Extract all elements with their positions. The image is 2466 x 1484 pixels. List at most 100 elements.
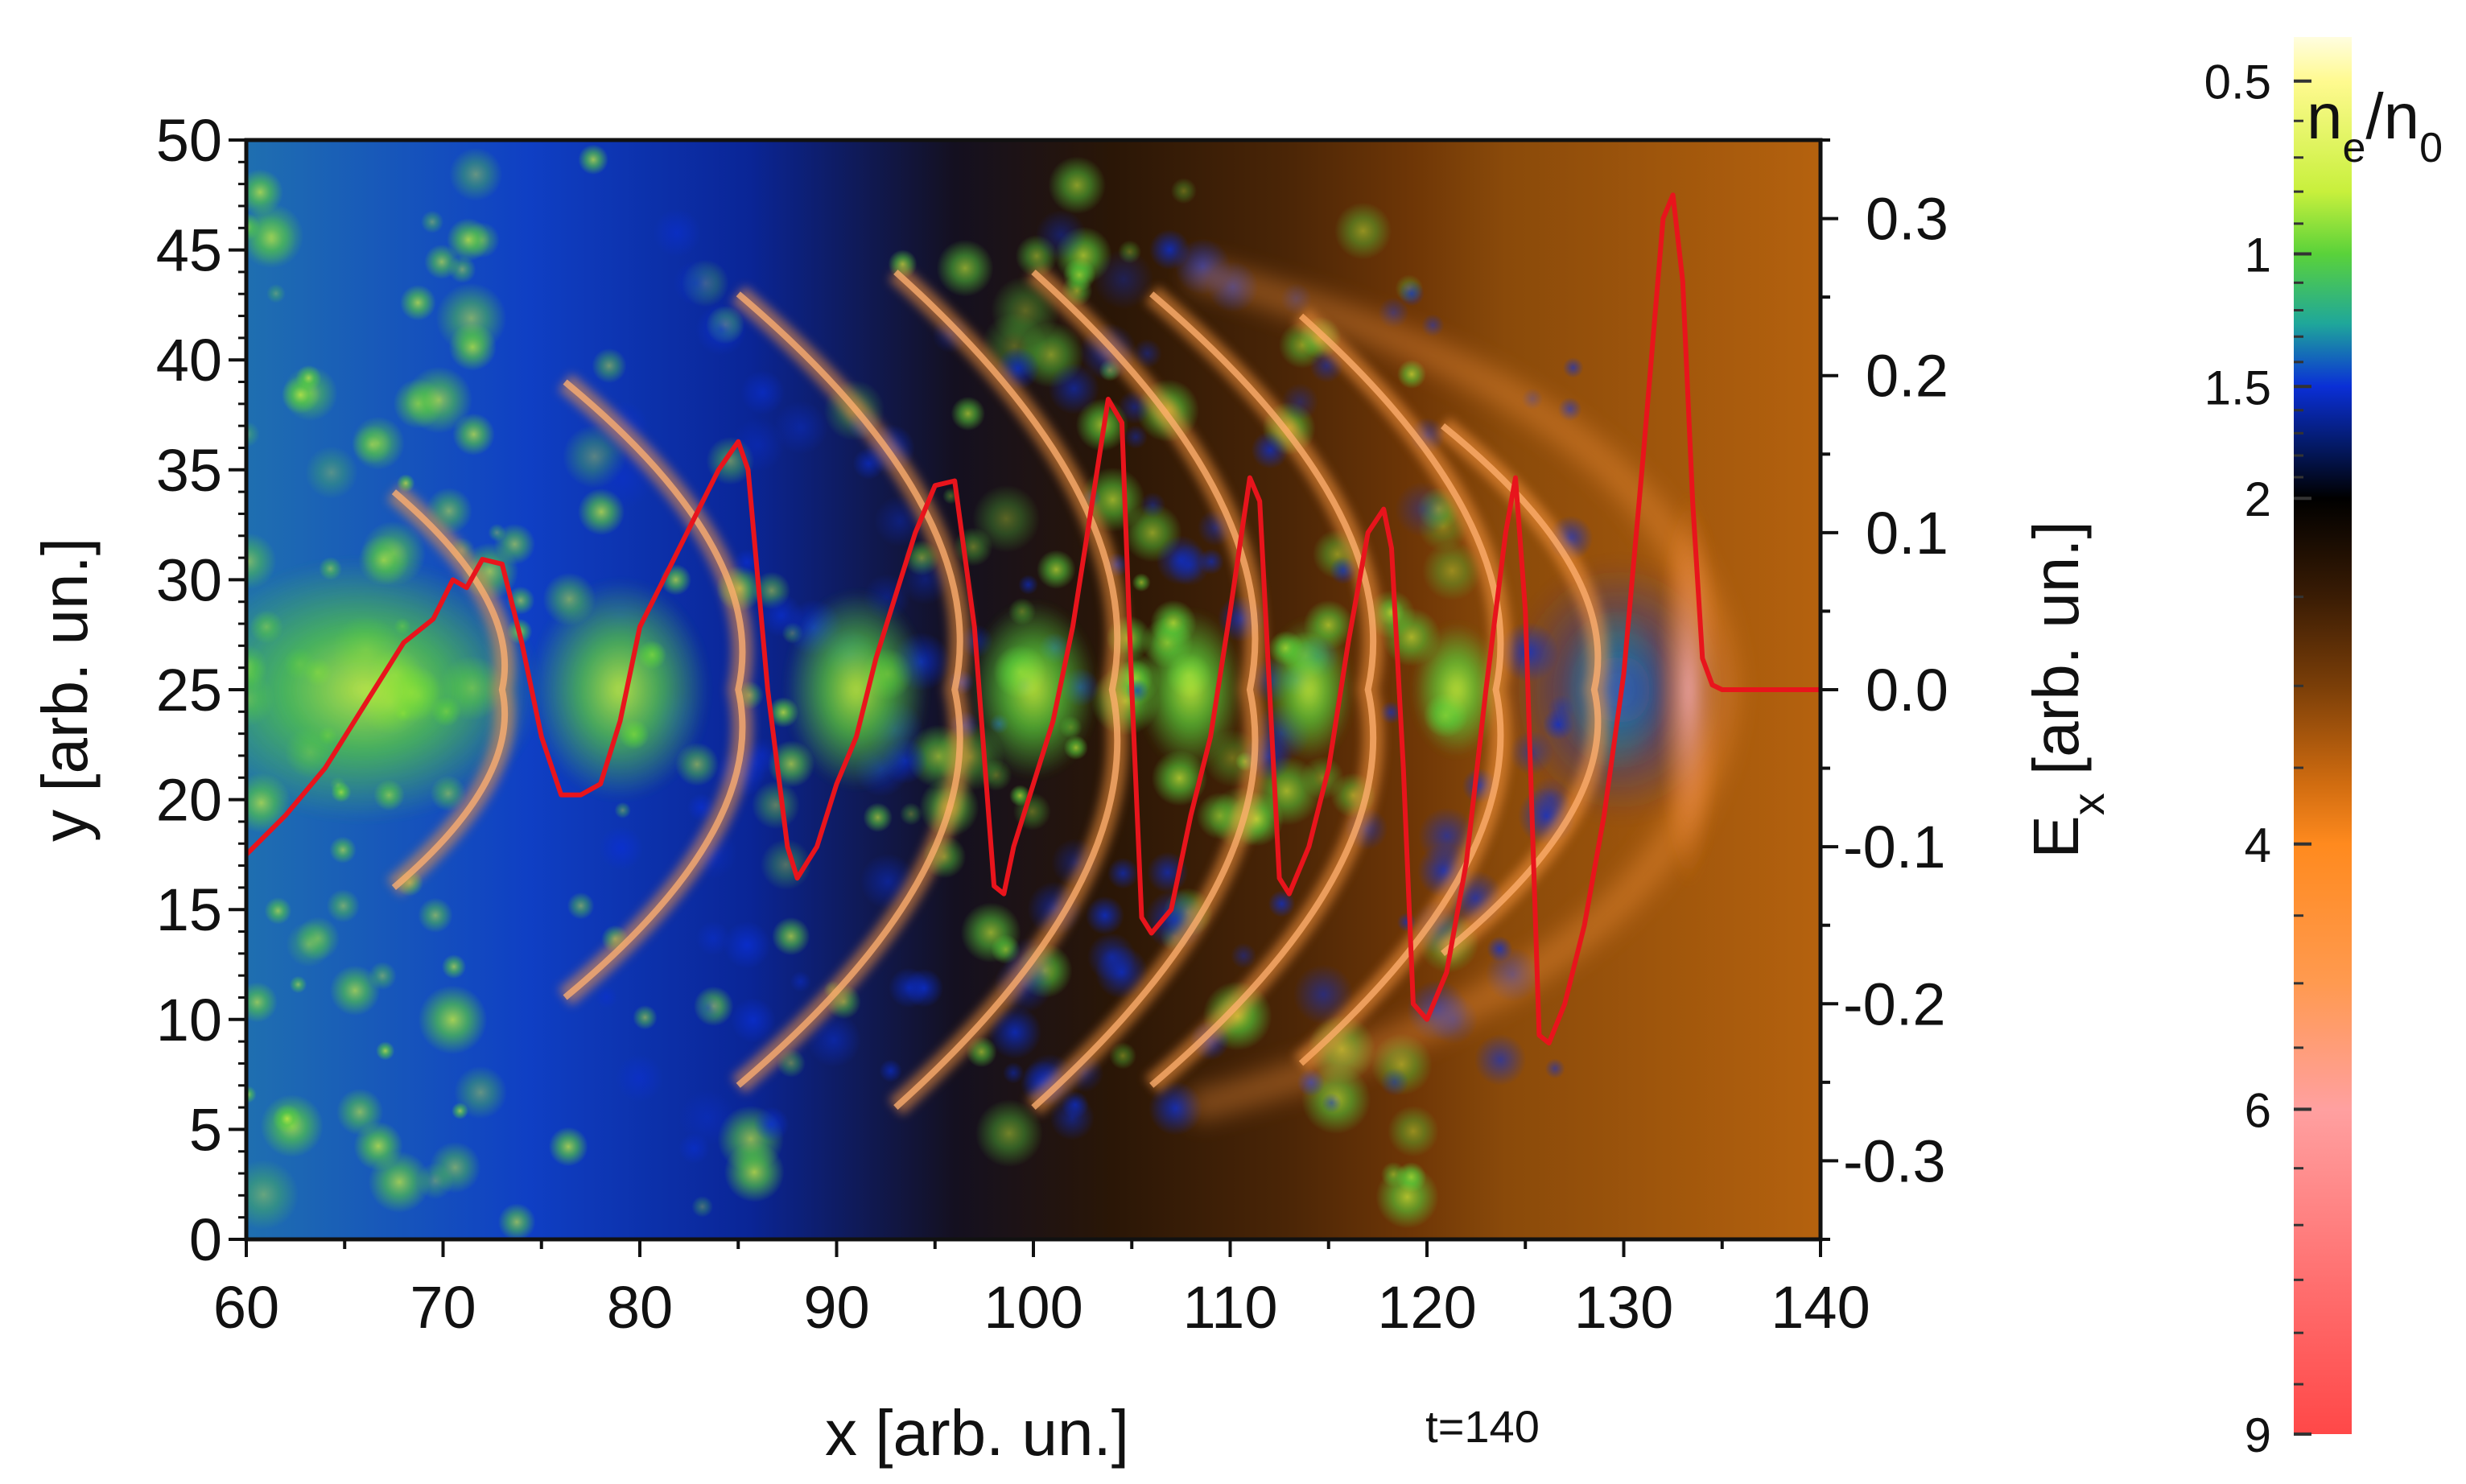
density-speckle: [272, 1104, 302, 1134]
density-speckle: [376, 1041, 395, 1061]
x-tick-label: 110: [1183, 1274, 1278, 1341]
x-tick-label: 140: [1771, 1274, 1870, 1341]
density-speckle: [399, 284, 436, 321]
density-speckle: [246, 1086, 257, 1103]
density-speckle: [368, 1151, 431, 1214]
y2-axis-title-rest: [arb. un.]: [2020, 521, 2092, 793]
density-cavity: [730, 997, 776, 1043]
colorbar-title-sub-0: 0: [2419, 125, 2443, 171]
density-cavity: [1107, 857, 1139, 889]
density-cavity: [1085, 896, 1124, 935]
density-speckle: [1009, 785, 1031, 807]
density-speckle: [951, 396, 986, 431]
density-cavity: [695, 995, 721, 1021]
density-cavity: [988, 1005, 1042, 1059]
density-speckle: [1132, 573, 1151, 592]
density-cavity: [1268, 890, 1296, 917]
y-axis-title: y [arb. un.]: [29, 538, 101, 842]
colorbar: 0.5 1 1.5 2 4 6 9 ne/n0: [2204, 37, 2443, 1462]
density-heatmap: [246, 140, 1821, 1239]
density-cavity: [673, 260, 719, 306]
density-cavity: [1140, 492, 1166, 518]
y2-tick-label: -0.2: [1843, 971, 1946, 1037]
density-cavity: [678, 1132, 710, 1165]
bubble-core: [970, 601, 1097, 778]
density-speckle: [448, 255, 476, 283]
density-cavity: [1036, 209, 1087, 261]
density-speckle: [329, 836, 357, 864]
wake-arc-core: [1031, 269, 1259, 1111]
density-cavity: [653, 208, 702, 258]
density-cavity: [1379, 701, 1403, 724]
colorbar-tick-label: 4: [2245, 818, 2271, 872]
density-cavity: [1018, 575, 1038, 595]
density-speckle: [497, 1203, 536, 1239]
density-speckle: [975, 1099, 1043, 1168]
density-speckle: [447, 218, 490, 262]
density-speckle: [452, 413, 495, 456]
ex-field-line-layer: [246, 192, 1821, 1046]
density-speckle: [449, 147, 503, 201]
x-axis: 60 70 80 90 100 110 120 130 140: [213, 1239, 1870, 1341]
y2-tick-label: -0.1: [1843, 814, 1946, 880]
x-tick-label: 60: [213, 1274, 279, 1341]
x-tick-label: 100: [984, 1274, 1082, 1341]
y2-tick-label: 0.0: [1866, 657, 1948, 723]
bubble-core: [1140, 610, 1243, 769]
density-speckle: [1396, 359, 1427, 390]
density-cavity: [1124, 425, 1148, 449]
time-label: t=140: [1425, 1401, 1540, 1452]
density-speckle: [614, 802, 631, 819]
density-speckle: [1048, 156, 1107, 215]
density-cavity: [1003, 1062, 1025, 1084]
x-tick-label: 90: [803, 1274, 869, 1341]
density-speckle: [1301, 756, 1345, 800]
density-speckle: [899, 802, 923, 826]
density-cavity: [687, 793, 716, 822]
density-speckle: [336, 1088, 384, 1136]
density-cavity: [1544, 1058, 1565, 1079]
wake-arc-core: [1149, 291, 1377, 1088]
colorbar-title: ne/n0: [2307, 80, 2443, 171]
wake-arc-core: [563, 379, 746, 1000]
density-speckle: [578, 144, 608, 175]
density-cavity: [1132, 339, 1162, 369]
density-cavity: [806, 1012, 861, 1067]
bubble-core: [1265, 619, 1353, 761]
density-speckle: [960, 902, 1021, 963]
colorbar-tick-label: 2: [2245, 472, 2271, 526]
colorbar-title-mid: /n: [2365, 80, 2419, 152]
density-cavity: [1168, 543, 1210, 587]
density-speckle: [1422, 541, 1482, 601]
density-cavity: [595, 986, 618, 1008]
y2-tick-label: -0.3: [1843, 1127, 1946, 1194]
density-cavity: [852, 447, 885, 480]
colorbar-tick-label: 9: [2245, 1408, 2271, 1462]
density-speckle: [420, 210, 444, 233]
density-speckle: [1334, 202, 1392, 260]
colorbar-gradient: [2294, 37, 2352, 1434]
density-cavity: [1421, 314, 1445, 337]
x-tick-label: 120: [1377, 1274, 1476, 1341]
density-speckle: [246, 1160, 299, 1230]
density-speckle: [416, 1162, 454, 1200]
density-speckle: [567, 892, 595, 920]
y2-axis-title: Ex [arb. un.]: [2020, 521, 2113, 858]
density-cavity: [1380, 1067, 1409, 1097]
density-speckle: [246, 982, 278, 1023]
laser-front: [1657, 492, 1721, 888]
wake-arc-core: [893, 269, 1121, 1111]
bubble-core: [246, 558, 542, 822]
density-speckle: [352, 425, 392, 464]
density-speckle: [286, 921, 332, 967]
y-tick-label: 35: [156, 437, 222, 504]
density-cavity: [695, 303, 747, 356]
density-speckle: [1037, 550, 1076, 589]
density-speckle: [548, 1127, 588, 1167]
density-speckle: [488, 523, 506, 542]
density-cavity: [1093, 249, 1154, 310]
density-speckle: [405, 366, 472, 434]
density-cavity: [1281, 383, 1319, 421]
colorbar-tick-label: 1.5: [2204, 361, 2271, 414]
wake-arc-core: [1298, 313, 1504, 1066]
